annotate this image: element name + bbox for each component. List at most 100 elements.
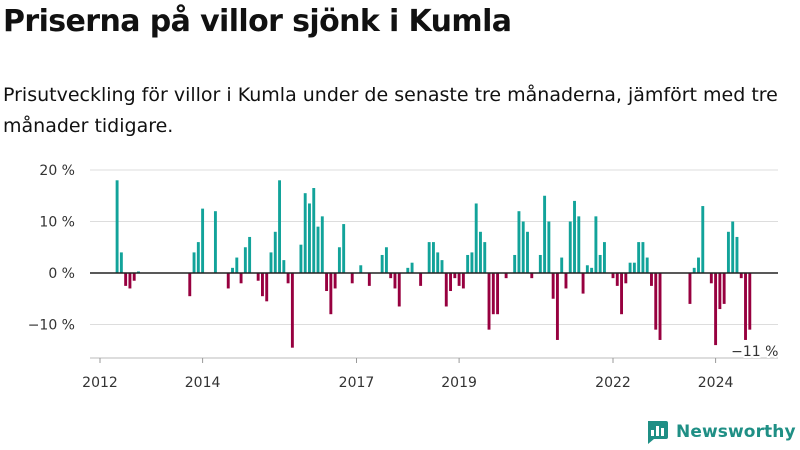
bar-positive	[632, 262, 636, 273]
bar-positive	[406, 267, 410, 273]
bar-positive	[585, 265, 589, 273]
bar-negative	[658, 273, 662, 340]
bar-positive	[248, 236, 252, 273]
bar-negative	[286, 273, 290, 284]
bar-positive	[269, 252, 273, 273]
x-tick-label: 2014	[185, 375, 221, 391]
bar-negative	[611, 273, 615, 279]
bar-negative	[709, 273, 713, 284]
bar-negative	[444, 273, 448, 307]
bar-negative	[718, 273, 722, 310]
bar-positive	[521, 221, 525, 273]
bar-negative	[256, 273, 260, 281]
chart-subtitle: Prisutveckling för villor i Kumla under …	[3, 84, 778, 137]
bar-positive	[316, 226, 320, 273]
bar-positive	[278, 180, 281, 273]
bar-negative	[564, 273, 568, 289]
bar-positive	[568, 221, 572, 273]
bar-negative	[333, 273, 337, 289]
bar-negative	[419, 273, 423, 286]
bar-negative	[714, 273, 718, 346]
bar-positive	[538, 254, 542, 273]
bar-positive	[697, 257, 700, 273]
bar-negative	[457, 273, 461, 286]
bar-negative	[389, 273, 393, 279]
bar-positive	[594, 216, 598, 273]
bar-negative	[487, 273, 491, 330]
bar-positive	[701, 206, 705, 273]
bar-positive	[213, 211, 217, 273]
bar-positive	[598, 254, 602, 273]
bar-negative	[261, 273, 264, 297]
bar-positive	[637, 242, 641, 273]
bar-positive	[320, 216, 324, 273]
bar-positive	[560, 257, 564, 273]
bar-positive	[470, 252, 474, 273]
bar-negative	[650, 273, 653, 286]
y-tick-label: 20 %	[39, 163, 75, 179]
bar-negative	[367, 273, 371, 286]
bar-positive	[359, 265, 363, 273]
bar-negative	[226, 273, 230, 289]
bar-positive	[628, 262, 632, 273]
bar-negative	[654, 273, 658, 330]
bar-positive	[731, 221, 735, 273]
bar-positive	[474, 203, 478, 273]
bar-negative	[551, 273, 555, 299]
bar-positive	[526, 231, 529, 273]
bar-positive	[410, 262, 414, 273]
bar-negative	[188, 273, 192, 297]
bar-negative	[325, 273, 329, 292]
bar-positive	[273, 231, 277, 273]
bar-negative	[722, 273, 726, 304]
bar-negative	[739, 273, 743, 279]
bar-negative	[530, 273, 534, 279]
brand-name: Newsworthy	[676, 422, 796, 442]
bar-positive	[196, 242, 200, 273]
bar-negative	[290, 273, 294, 348]
bar-positive	[299, 244, 303, 273]
bar-negative	[461, 273, 465, 289]
bar-positive	[513, 254, 517, 273]
bar-positive	[201, 208, 205, 274]
bar-positive	[547, 221, 551, 273]
bar-positive	[645, 257, 649, 273]
bar-negative	[581, 273, 585, 294]
bar-chart-logo-icon	[648, 421, 668, 444]
bar-positive	[427, 242, 431, 273]
bar-positive	[432, 242, 435, 273]
x-tick-label: 2022	[595, 375, 631, 391]
bar-positive	[440, 260, 444, 274]
annotation-label: −11 %	[731, 344, 778, 360]
bar-positive	[692, 267, 696, 273]
bar-positive	[735, 236, 739, 273]
bar-negative	[329, 273, 333, 315]
bar-positive	[119, 252, 123, 273]
bar-positive	[342, 224, 346, 273]
x-tick-label: 2012	[82, 375, 118, 391]
bar-positive	[517, 211, 521, 273]
bar-positive	[303, 193, 307, 273]
bar-positive	[573, 200, 576, 273]
bar-positive	[603, 242, 606, 273]
bar-negative	[491, 273, 495, 315]
brand-logo[interactable]: Newsworthy	[645, 420, 796, 444]
bar-negative	[265, 273, 269, 302]
bar-negative	[748, 273, 752, 330]
bar-negative	[239, 273, 243, 284]
bar-negative	[688, 273, 692, 304]
x-tick-label: 2017	[339, 375, 375, 391]
bar-negative	[453, 273, 457, 279]
bar-positive	[726, 231, 730, 273]
bar-negative	[615, 273, 619, 286]
bar-negative	[393, 273, 397, 289]
x-tick-label: 2019	[441, 375, 477, 391]
bar-negative	[128, 273, 132, 289]
bar-positive	[436, 252, 440, 273]
bar-positive	[590, 267, 594, 273]
bar-positive	[235, 257, 239, 273]
bar-positive	[243, 247, 247, 273]
bar-positive	[466, 254, 470, 273]
bar-negative	[620, 273, 623, 315]
